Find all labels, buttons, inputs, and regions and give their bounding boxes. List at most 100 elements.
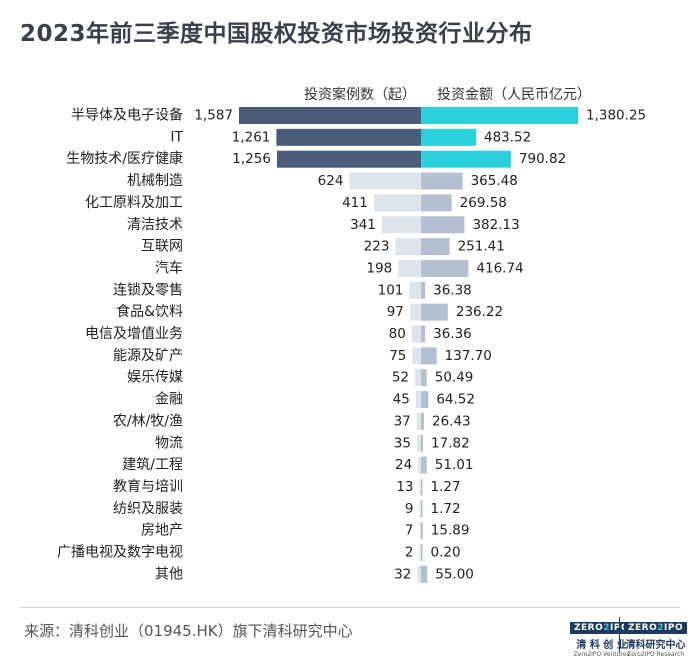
category-label: 纺织及服装 — [113, 501, 183, 517]
amount-value-label: 50.49 — [435, 370, 474, 386]
amount-bar — [421, 259, 469, 277]
cases-bar — [276, 128, 421, 146]
chart-title: 2023年前三季度中国股权投资市场投资行业分布 — [20, 21, 533, 47]
amount-bar — [421, 500, 423, 518]
cases-value-label: 75 — [389, 348, 406, 364]
cases-value-label: 223 — [364, 239, 390, 255]
cases-bar — [417, 565, 421, 583]
amount-value-label: 483.52 — [484, 129, 531, 145]
amount-value-label: 55.00 — [435, 566, 474, 582]
cases-bar — [419, 478, 421, 496]
amount-bar — [421, 347, 437, 365]
amount-bar — [421, 412, 425, 430]
cases-bar — [419, 544, 421, 561]
cases-bar — [409, 303, 421, 321]
amount-value-label: 0.20 — [431, 545, 461, 561]
cases-bar — [276, 150, 421, 168]
cases-value-label: 97 — [387, 304, 404, 320]
category-label: 金融 — [155, 392, 183, 408]
amount-value-label: 64.52 — [436, 392, 475, 408]
amount-bar — [421, 456, 427, 474]
cases-bar — [419, 522, 421, 540]
cases-bar — [415, 391, 421, 409]
category-label: IT — [170, 129, 183, 145]
amount-bar — [421, 194, 452, 212]
category-label: 房地产 — [141, 523, 183, 539]
amount-value-label: 790.82 — [519, 151, 566, 167]
amount-value-label: 36.38 — [433, 282, 472, 298]
cases-value-label: 1,256 — [232, 151, 271, 167]
cases-bar — [411, 325, 421, 343]
cases-bar — [395, 238, 421, 256]
amount-value-label: 251.41 — [458, 239, 505, 255]
amount-value-label: 269.58 — [460, 195, 507, 211]
cases-value-label: 32 — [394, 566, 411, 582]
category-label: 能源及矿产 — [113, 348, 183, 364]
legend-investment-cases: 投资案例数（起） — [304, 87, 416, 103]
cases-value-label: 411 — [342, 195, 368, 211]
category-label: 连锁及零售 — [113, 282, 183, 298]
category-label: 化工原料及加工 — [85, 195, 183, 211]
amount-bar — [421, 172, 463, 190]
category-label: 电信及增值业务 — [85, 326, 183, 342]
cases-value-label: 198 — [367, 260, 393, 276]
cases-bar — [373, 194, 421, 212]
category-label: 广播电视及数字电视 — [57, 545, 183, 561]
cases-bar — [398, 259, 421, 277]
category-label: 机械制造 — [127, 173, 183, 189]
amount-value-label: 382.13 — [472, 217, 519, 233]
amount-bar — [421, 216, 465, 234]
category-label: 建筑/工程 — [122, 457, 183, 473]
cases-value-label: 45 — [393, 392, 410, 408]
amount-value-label: 1.72 — [431, 501, 461, 517]
amount-value-label: 17.82 — [431, 435, 470, 451]
cases-bar — [349, 172, 421, 190]
amount-bar — [421, 544, 423, 561]
category-label: 食品&饮料 — [116, 303, 183, 320]
cases-bar — [416, 434, 421, 452]
cases-value-label: 24 — [395, 457, 412, 473]
cases-value-label: 13 — [396, 479, 413, 495]
cases-value-label: 2 — [405, 545, 414, 561]
footer-divider — [20, 607, 680, 608]
category-label: 农/林/牧/渔 — [113, 413, 183, 429]
amount-bar — [421, 434, 424, 452]
cases-value-label: 80 — [389, 326, 406, 342]
cases-bar — [419, 500, 421, 518]
cases-bar — [381, 216, 421, 234]
amount-bar — [421, 565, 428, 583]
cases-value-label: 624 — [318, 173, 344, 189]
amount-bar — [421, 325, 426, 343]
amount-bar — [421, 478, 423, 496]
amount-bar — [421, 391, 429, 409]
amount-bar — [421, 522, 423, 540]
amount-value-label: 1,380.25 — [586, 108, 646, 124]
amount-value-label: 26.43 — [432, 413, 471, 429]
cases-value-label: 7 — [405, 523, 414, 539]
amount-bar — [421, 107, 578, 124]
cases-value-label: 341 — [350, 217, 376, 233]
cases-bar — [239, 107, 421, 124]
cases-value-label: 52 — [392, 370, 409, 386]
cases-bar — [416, 412, 421, 430]
cases-bar — [415, 369, 421, 387]
cases-bar — [409, 281, 421, 299]
amount-value-label: 36.36 — [433, 326, 472, 342]
category-label: 生物技术/医疗健康 — [66, 150, 183, 167]
category-label: 互联网 — [141, 239, 183, 255]
amount-value-label: 1.27 — [431, 479, 461, 495]
amount-value-label: 137.70 — [445, 348, 492, 364]
cases-value-label: 101 — [378, 282, 404, 298]
amount-bar — [421, 281, 426, 299]
category-label: 其他 — [155, 566, 183, 582]
cases-bar — [412, 347, 421, 365]
industry-bar-chart: 半导体及电子设备 1,587 1,380.25 IT 1,261 483.52 生物技术/医… — [57, 107, 646, 583]
amount-value-label: 51.01 — [435, 457, 474, 473]
category-label: 清洁技术 — [127, 217, 183, 233]
category-label: 教育与培训 — [113, 479, 183, 495]
source-note: 来源：清科创业（01945.HK）旗下清科研究中心 — [24, 622, 353, 640]
logo-separator — [619, 617, 620, 653]
amount-value-label: 236.22 — [456, 304, 503, 320]
category-label: 娱乐传媒 — [127, 370, 183, 386]
amount-bar — [421, 369, 427, 387]
